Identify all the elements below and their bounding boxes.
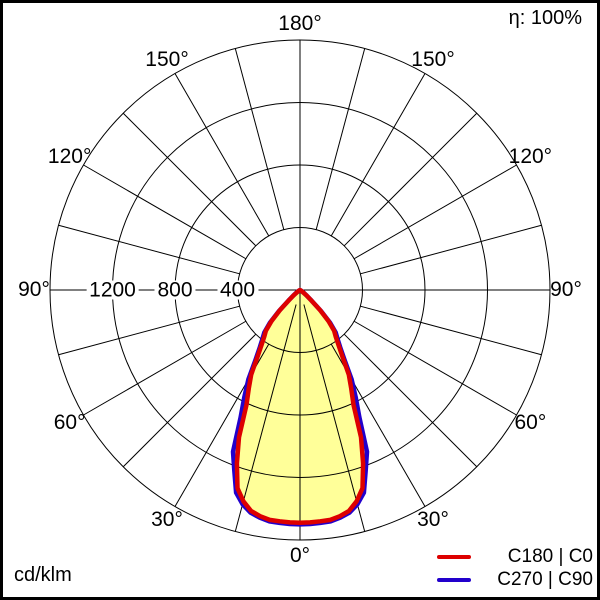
inner-radial-segment [283, 304, 297, 351]
radial-grid-line [330, 73, 426, 237]
legend-swatch-c0-c180 [437, 554, 471, 559]
angle-label-0: 0° [289, 544, 311, 567]
radial-grid-line [83, 164, 247, 260]
unit-label: cd/klm [14, 564, 72, 586]
radial-grid-line [315, 48, 366, 230]
radial-grid-line [343, 112, 478, 247]
legend-label-c0-c180: C180 | C0 [507, 545, 593, 567]
radial-grid-line [122, 333, 257, 468]
legend-item-c90: C270 | C90 [437, 568, 593, 591]
angle-label-60: 60° [53, 411, 86, 434]
radial-grid-line [343, 333, 478, 468]
c0-c180-curve [234, 287, 366, 526]
radial-grid-line [353, 320, 517, 416]
angle-label-30: 30° [151, 508, 183, 532]
radial-grid-line [360, 305, 542, 356]
angle-label-90: 90° [18, 278, 50, 301]
radial-grid-line [174, 73, 270, 237]
angle-label-90: 90° [550, 278, 582, 301]
angle-label-30: 30° [417, 508, 449, 532]
ring-label-1200: 1200 [86, 280, 139, 301]
inner-radial-segment [303, 304, 317, 351]
radial-grid-line [122, 112, 257, 247]
legend: C180 | C0 C270 | C90 [437, 545, 593, 591]
radial-grid-line [83, 320, 247, 416]
radial-grid-line [58, 305, 240, 356]
ring-label-800: 800 [154, 280, 196, 301]
legend-item-c0: C180 | C0 [437, 545, 593, 568]
legend-swatch-c90-c270 [437, 577, 471, 582]
angle-label-60: 60° [514, 411, 547, 434]
legend-label-c90-c270: C270 | C90 [497, 568, 593, 590]
angle-label-120: 120° [47, 145, 92, 168]
ring-label-400: 400 [216, 280, 259, 301]
angle-label-120: 120° [508, 145, 553, 168]
radial-grid-line [234, 48, 285, 230]
radial-grid-line [360, 224, 542, 275]
radial-grid-line [58, 224, 240, 275]
efficiency-value: η: 100% [508, 7, 582, 29]
angle-label-150: 150° [145, 47, 189, 71]
angle-label-150: 150° [411, 47, 455, 71]
radial-grid-line [353, 164, 517, 260]
angle-label-180: 180° [278, 12, 322, 35]
